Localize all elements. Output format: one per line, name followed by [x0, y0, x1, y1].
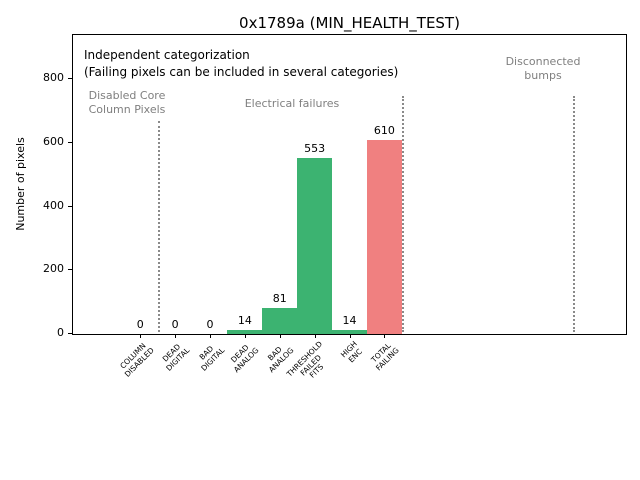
region-label-disabled-core-column-pixels: Disabled Core Column Pixels	[88, 89, 166, 116]
x-tick-mark-0	[140, 334, 142, 338]
x-tick-mark-2	[210, 334, 212, 338]
x-tick-label-0: COLUMN DISABLED	[118, 341, 156, 379]
x-tick-label-6: HIGH ENC	[339, 339, 364, 365]
separator-line-2	[573, 96, 576, 332]
y-tick-label-1: 200	[43, 262, 64, 276]
x-tick-mark-3	[244, 334, 246, 338]
x-tick-mark-7	[384, 334, 386, 338]
x-tick-label-2: BAD DIGITAL	[197, 343, 226, 373]
bar-7	[366, 139, 402, 334]
bar-value-label-1: 0	[171, 318, 179, 331]
y-tick-label-2: 400	[43, 198, 64, 212]
y-tick-mark-2	[68, 205, 72, 207]
bar-value-label-0: 0	[136, 318, 144, 331]
bar-3	[227, 329, 263, 334]
x-tick-mark-5	[314, 334, 316, 338]
bar-value-label-7: 610	[373, 123, 395, 137]
y-tick-mark-4	[68, 78, 72, 80]
y-tick-label-4: 800	[43, 71, 64, 85]
x-tick-label-5: THRESHOLD FAILED FITS	[285, 339, 326, 380]
x-tick-mark-6	[349, 334, 351, 338]
bar-6	[332, 329, 367, 334]
x-tick-mark-1	[175, 334, 177, 338]
y-tick-label-3: 600	[43, 134, 64, 148]
bar-4	[262, 308, 298, 334]
region-label-electrical-failures: Electrical failures	[244, 97, 340, 110]
x-tick-mark-4	[279, 334, 281, 338]
bar-value-label-5: 553	[304, 141, 326, 155]
bar-value-label-3: 14	[237, 313, 252, 327]
x-tick-label-1: DEAD DIGITAL	[160, 342, 191, 373]
plot-area: Independent categorization (Failing pixe…	[72, 34, 627, 335]
region-label-disconnected-bumps: Disconnected bumps	[505, 55, 581, 82]
chart-title: 0x1789a (MIN_HEALTH_TEST)	[239, 14, 460, 32]
y-tick-mark-0	[68, 333, 72, 334]
bar-value-label-6: 14	[342, 313, 357, 327]
bar-value-label-4: 81	[272, 292, 287, 306]
separator-line-0	[157, 121, 160, 332]
bar-5	[297, 157, 333, 334]
x-tick-label-3: DEAD ANALOG	[229, 342, 261, 374]
x-tick-label-7: TOTAL FAILING	[369, 341, 401, 373]
y-tick-mark-1	[68, 269, 72, 271]
y-tick-label-0: 0	[57, 326, 64, 339]
annotation-failing-pixels-note: (Failing pixels can be included in sever…	[84, 65, 399, 79]
annotation-independent-categorization: Independent categorization	[84, 48, 250, 62]
y-tick-mark-3	[68, 141, 72, 143]
separator-line-1	[401, 96, 404, 332]
bar-value-label-2: 0	[206, 318, 214, 331]
